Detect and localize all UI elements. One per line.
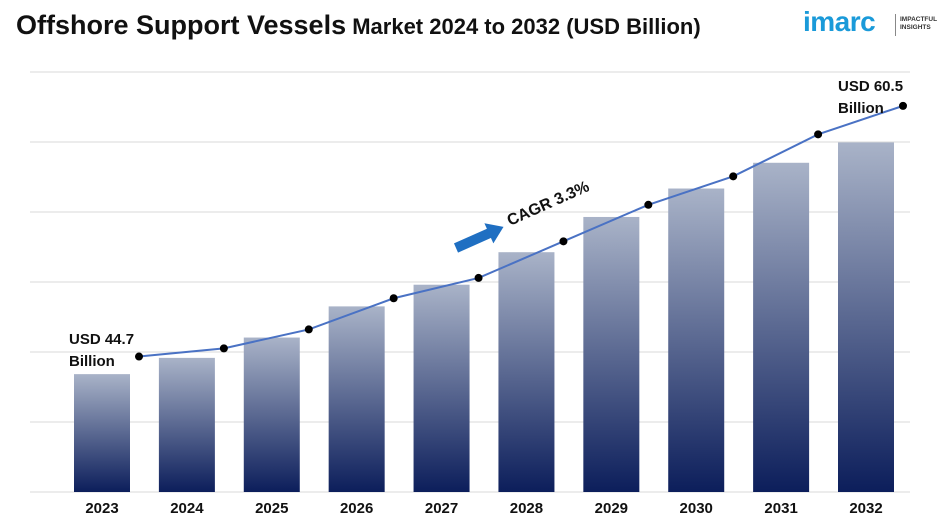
trend-point-2028 (559, 237, 568, 246)
trend-line-path (138, 104, 904, 358)
trend-point-2032 (899, 101, 907, 110)
logo-tagline-line1: IMPACTFUL (900, 16, 938, 23)
imarc-logo: imarc IMPACTFUL INSIGHTS (803, 6, 937, 42)
x-tick-label-2029: 2029 (595, 500, 628, 517)
cagr-arrow-icon (453, 223, 504, 253)
x-tick-label-2031: 2031 (764, 500, 797, 517)
chart-title: Offshore Support Vessels Market 2024 to … (16, 10, 701, 41)
bar-2029 (583, 216, 640, 492)
bar-2032 (838, 142, 894, 493)
trend-line (135, 101, 907, 361)
bar-2031 (753, 162, 810, 492)
start-annotation-line2: Billion (69, 353, 115, 370)
bar-2028 (498, 252, 555, 492)
x-tick-label-2023: 2023 (85, 500, 118, 517)
x-tick-label-2030: 2030 (680, 500, 713, 517)
cagr-callout: CAGR 3.3% (453, 178, 592, 253)
bar-2024 (158, 357, 215, 492)
x-tick-label-2028: 2028 (510, 500, 543, 517)
trend-point-2026 (389, 294, 398, 303)
trend-point-2029 (644, 200, 653, 209)
logo-tagline: IMPACTFUL INSIGHTS (900, 16, 940, 32)
x-tick-label-2025: 2025 (255, 500, 288, 517)
logo-wordmark: imarc (803, 6, 876, 37)
bar-2030 (668, 188, 725, 493)
bars (74, 142, 894, 493)
trend-point-2031 (814, 130, 823, 139)
start-annotation-line1: USD 44.7 (69, 331, 134, 348)
trend-point-2027 (474, 273, 483, 282)
chart-title-main: Offshore Support Vessels (16, 10, 347, 40)
logo-tagline-line2: INSIGHTS (900, 24, 931, 31)
chart-title-rest: Market 2024 to 2032 (USD Billion) (346, 14, 701, 39)
x-tick-label-2026: 2026 (340, 500, 373, 517)
end-annotation: USD 60.5 Billion (838, 78, 903, 117)
end-annotation-line1: USD 60.5 (838, 78, 903, 95)
x-tick-label-2032: 2032 (849, 500, 882, 517)
bar-2026 (328, 306, 385, 492)
bar-2023 (74, 374, 130, 492)
bar-2027 (413, 284, 470, 492)
x-tick-label-2024: 2024 (170, 500, 204, 517)
trend-point-2025 (304, 325, 313, 334)
end-annotation-line2: Billion (838, 100, 884, 117)
start-annotation: USD 44.7 Billion (69, 331, 134, 370)
trend-point-2030 (729, 172, 738, 181)
logo-divider (895, 14, 896, 36)
cagr-label: CAGR 3.3% (505, 178, 592, 229)
category-labels: 2023 2024 2025 2026 2027 2028 2029 2030 2031 2032 (85, 500, 882, 517)
bar-2025 (243, 337, 300, 492)
trend-point-2023 (135, 352, 143, 361)
trend-point-2024 (219, 344, 228, 353)
x-tick-label-2027: 2027 (425, 500, 458, 517)
